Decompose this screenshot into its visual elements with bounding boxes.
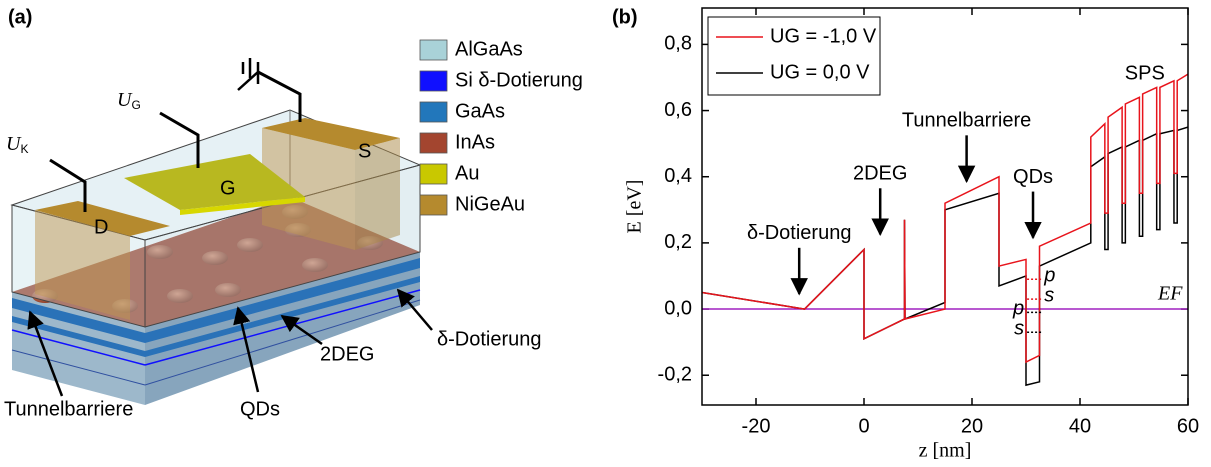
legend-swatch [420, 195, 447, 215]
annotation: QDs [1013, 166, 1053, 188]
y-tick-label: 0,6 [664, 99, 692, 121]
callout-label: δ-Dotierung [437, 328, 542, 350]
contact-label: UK [6, 133, 28, 157]
level-label: p [1043, 265, 1055, 287]
level-label: s [1044, 284, 1054, 306]
electrode-label: G [220, 177, 236, 199]
contact-label: UG [117, 89, 141, 113]
panel-label: (b) [612, 6, 638, 28]
panel-label: (a) [8, 6, 32, 28]
x-axis-title: z [nm] [919, 440, 972, 462]
level-label: s [1014, 317, 1024, 339]
y-axis-title: E [eV] [624, 180, 646, 234]
ground-symbol [238, 58, 258, 90]
annotation: SPS [1125, 62, 1165, 84]
electrode-label: D [94, 216, 108, 238]
fermi-label: EF [1157, 283, 1183, 305]
panel-a: (a) [4, 6, 583, 420]
level-label: p [1012, 298, 1024, 320]
y-tick-label: 0,0 [664, 297, 692, 319]
annotation: δ-Dotierung [747, 222, 852, 244]
y-tick-label: -0,2 [658, 364, 692, 386]
contact-sub: K [20, 142, 28, 156]
legend-swatch [420, 40, 447, 60]
y-tick-label: 0,4 [664, 165, 692, 187]
callout-label: Tunnelbarriere [4, 398, 133, 420]
x-tick-label: -20 [742, 415, 771, 437]
legend-label: UG = -1,0 V [770, 25, 877, 47]
legend-swatch [420, 71, 447, 91]
legend-swatch [420, 102, 447, 122]
x-tick-label: 0 [858, 415, 869, 437]
legend-label: GaAs [455, 100, 505, 122]
panel-b: (b) -0,2 0,0 0,2 0,4 0,6 0,8 -20 0 20 40 60 z [nm] E… [612, 6, 1199, 461]
material-legend: AlGaAs Si δ-Dotierung GaAs InAs Au NiGeAu [420, 38, 583, 215]
y-tick-label: 0,2 [664, 231, 692, 253]
legend-swatch [420, 164, 447, 184]
legend-swatch [420, 133, 447, 153]
electrode-label: S [358, 140, 371, 162]
callout-label: QDs [240, 398, 280, 420]
legend-label: NiGeAu [455, 193, 525, 215]
annotation: Tunnelbarriere [902, 110, 1031, 132]
x-tick-label: 60 [1177, 415, 1199, 437]
x-tick-label: 40 [1069, 415, 1091, 437]
y-tick-label: 0,8 [664, 33, 692, 55]
legend-label: InAs [455, 131, 495, 153]
contact-sub: G [131, 98, 140, 112]
annotation: 2DEG [853, 163, 907, 185]
x-tick-label: 20 [961, 415, 983, 437]
legend-label: Si δ-Dotierung [455, 69, 583, 91]
legend-label: Au [455, 162, 479, 184]
callout-label: 2DEG [320, 343, 374, 365]
figure: (a) [0, 0, 1211, 467]
legend-label: UG = 0,0 V [770, 61, 870, 83]
legend-label: AlGaAs [455, 38, 523, 60]
